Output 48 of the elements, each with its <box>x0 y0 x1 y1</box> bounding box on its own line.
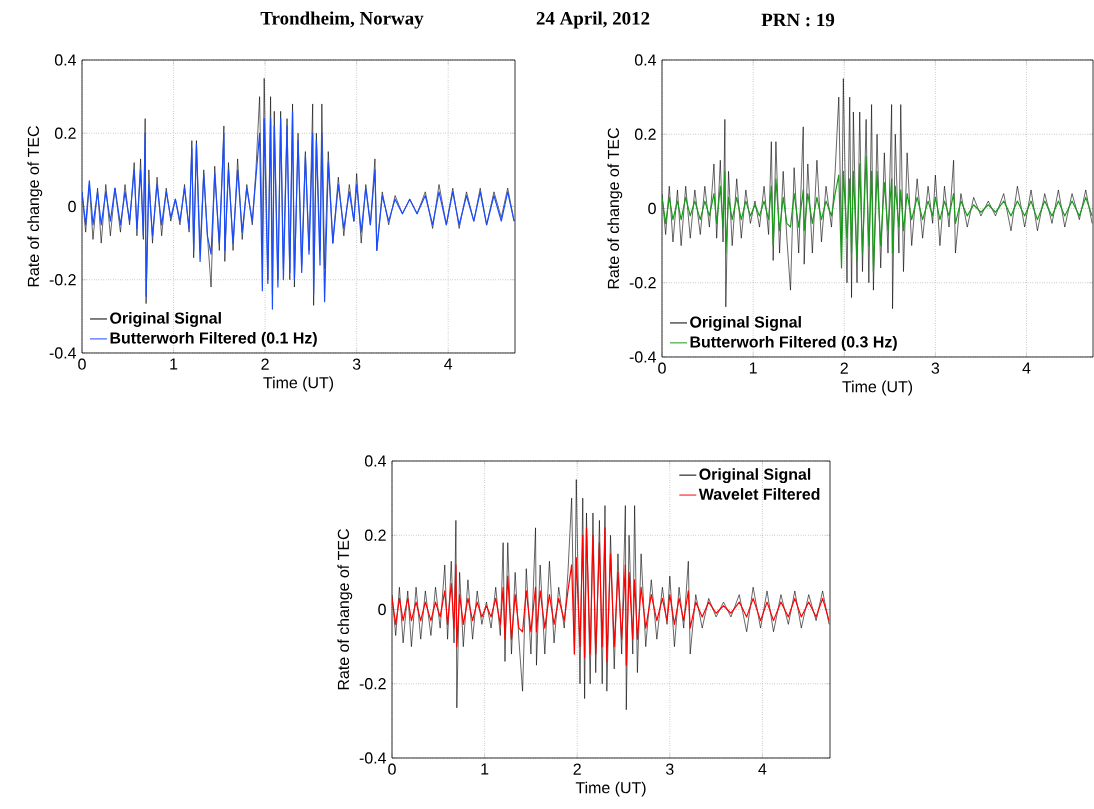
y-tick-label: -0.4 <box>629 351 657 363</box>
chart-title: 24 April, 2012 <box>536 11 650 29</box>
legend-label: Original Signal <box>699 468 811 484</box>
chart-title: Trondheim, Norway <box>260 11 424 29</box>
y-axis-title: Rate of change of TEC <box>337 529 353 690</box>
x-tick-label: 0 <box>78 358 86 370</box>
line-series <box>392 527 830 666</box>
line-series <box>662 155 1093 273</box>
y-axis-title: Rate of change of TEC <box>607 128 623 289</box>
text: PRN : 19 <box>761 13 835 27</box>
x-tick-label: 3 <box>931 362 940 374</box>
x-tick-label: 0 <box>388 763 396 775</box>
y-tick-label: -0.2 <box>49 274 76 286</box>
legend-label: Butterworh Filtered (0.3 Hz) <box>690 335 897 351</box>
x-axis-title: Time (UT) <box>575 781 646 797</box>
legend-label: Original Signal <box>690 315 801 331</box>
x-tick-label: 2 <box>840 362 848 374</box>
x-tick-label: 0 <box>658 362 666 374</box>
y-tick-label: 0.4 <box>54 54 77 66</box>
y-tick-label: 0.2 <box>54 127 76 139</box>
legend-label: Original Signal <box>110 312 221 327</box>
x-tick-label: 1 <box>749 362 757 374</box>
x-tick-label: 1 <box>170 358 178 370</box>
y-tick-label: 0 <box>378 603 386 616</box>
y-tick-label: 0 <box>68 200 76 213</box>
y-tick-label: 0.4 <box>364 455 387 467</box>
legend-label: Wavelet Filtered <box>698 488 820 500</box>
y-tick-label: 0.4 <box>634 54 657 66</box>
x-tick-label: 2 <box>261 358 269 370</box>
x-tick-label: 3 <box>665 763 674 775</box>
y-tick-label: 0.2 <box>364 529 386 541</box>
legend-label: Butterworh Filtered (0.1 Hz) <box>110 331 317 347</box>
x-axis-title: Time (UT) <box>842 380 913 396</box>
y-tick-label: -0.4 <box>49 347 77 359</box>
x-tick-label: 4 <box>1022 362 1031 374</box>
x-tick-label: 4 <box>758 763 767 775</box>
y-tick-label: -0.4 <box>359 752 387 764</box>
line-series <box>82 110 515 310</box>
y-tick-label: -0.2 <box>629 277 656 289</box>
y-tick-label: -0.2 <box>359 678 386 690</box>
x-tick-label: 2 <box>573 763 581 775</box>
y-axis-title: Rate of change of TEC <box>27 126 43 287</box>
y-tick-label: 0 <box>648 202 656 215</box>
x-tick-label: 3 <box>352 358 361 370</box>
x-axis-title: Time (UT) <box>263 376 334 392</box>
y-tick-label: 0.2 <box>634 128 656 140</box>
x-tick-label: 1 <box>481 763 489 775</box>
x-tick-label: 4 <box>444 358 453 370</box>
